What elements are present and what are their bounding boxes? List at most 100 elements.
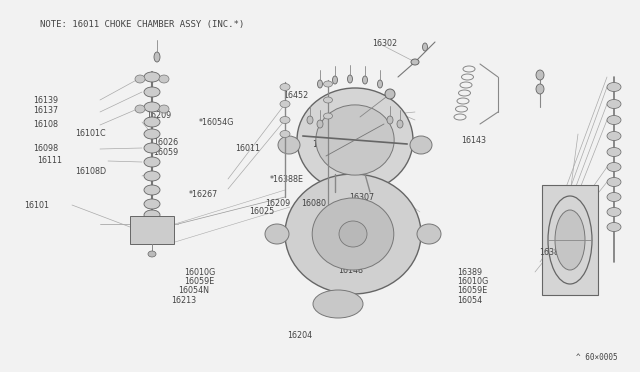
- Text: 16389: 16389: [458, 268, 483, 277]
- Text: 16108D: 16108D: [76, 167, 107, 176]
- Ellipse shape: [339, 221, 367, 247]
- Ellipse shape: [144, 171, 160, 181]
- Text: 16098: 16098: [33, 144, 58, 153]
- Ellipse shape: [148, 251, 156, 257]
- Text: 16010G: 16010G: [458, 278, 489, 286]
- Text: 16143: 16143: [461, 136, 486, 145]
- Ellipse shape: [313, 290, 363, 318]
- Ellipse shape: [144, 129, 160, 139]
- Text: 16054N: 16054N: [178, 286, 209, 295]
- Text: 16160N: 16160N: [312, 140, 342, 149]
- Ellipse shape: [316, 105, 394, 175]
- Ellipse shape: [548, 196, 592, 284]
- Bar: [542, 185, 598, 295]
- Ellipse shape: [607, 163, 621, 171]
- Ellipse shape: [144, 210, 160, 220]
- Ellipse shape: [607, 99, 621, 109]
- Ellipse shape: [323, 97, 333, 103]
- Ellipse shape: [280, 100, 290, 108]
- Text: 16160: 16160: [318, 130, 343, 139]
- Text: *16267: *16267: [189, 190, 218, 199]
- Ellipse shape: [144, 199, 160, 209]
- Ellipse shape: [607, 83, 621, 92]
- Text: 16213: 16213: [172, 296, 196, 305]
- Ellipse shape: [555, 210, 585, 270]
- Text: 16148: 16148: [338, 266, 363, 275]
- Text: 16010G: 16010G: [184, 268, 216, 277]
- Text: 16080: 16080: [301, 199, 326, 208]
- Ellipse shape: [607, 115, 621, 125]
- Ellipse shape: [280, 131, 290, 138]
- Text: *16054G: *16054G: [198, 118, 234, 126]
- Bar: [130, 216, 174, 244]
- Ellipse shape: [323, 113, 333, 119]
- Ellipse shape: [144, 72, 160, 82]
- Ellipse shape: [154, 52, 160, 62]
- Ellipse shape: [607, 208, 621, 217]
- Text: 16101: 16101: [24, 201, 49, 210]
- Ellipse shape: [297, 88, 413, 192]
- Ellipse shape: [144, 87, 160, 97]
- Text: 16059E: 16059E: [458, 286, 488, 295]
- Text: 16011: 16011: [236, 144, 260, 153]
- Ellipse shape: [348, 75, 353, 83]
- Text: 16059E: 16059E: [184, 278, 214, 286]
- Ellipse shape: [411, 59, 419, 65]
- Text: 16209: 16209: [266, 199, 291, 208]
- Text: 16389H: 16389H: [539, 248, 570, 257]
- Text: 16026: 16026: [154, 138, 179, 147]
- Ellipse shape: [144, 117, 160, 127]
- Ellipse shape: [317, 80, 323, 88]
- Ellipse shape: [607, 177, 621, 186]
- Ellipse shape: [410, 136, 432, 154]
- Ellipse shape: [280, 83, 290, 90]
- Ellipse shape: [144, 143, 160, 153]
- Text: 16307: 16307: [349, 193, 374, 202]
- Ellipse shape: [144, 157, 160, 167]
- Ellipse shape: [536, 70, 544, 80]
- Ellipse shape: [385, 89, 395, 99]
- Ellipse shape: [607, 148, 621, 157]
- Ellipse shape: [280, 116, 290, 124]
- Ellipse shape: [323, 81, 333, 87]
- Ellipse shape: [378, 80, 383, 88]
- Text: 16025: 16025: [250, 207, 275, 216]
- Text: 16154: 16154: [347, 218, 372, 227]
- Ellipse shape: [278, 136, 300, 154]
- Ellipse shape: [144, 185, 160, 195]
- Text: 16054: 16054: [458, 296, 483, 305]
- Text: 16059: 16059: [154, 148, 179, 157]
- Text: 16137: 16137: [33, 106, 58, 115]
- Ellipse shape: [307, 116, 313, 124]
- Ellipse shape: [135, 105, 145, 113]
- Ellipse shape: [422, 43, 428, 51]
- Ellipse shape: [607, 131, 621, 141]
- Ellipse shape: [417, 224, 441, 244]
- Text: 16452: 16452: [284, 92, 308, 100]
- Text: 16111: 16111: [37, 156, 62, 165]
- Ellipse shape: [387, 116, 393, 124]
- Text: *16388E: *16388E: [270, 175, 304, 184]
- Text: 16139: 16139: [33, 96, 58, 105]
- Ellipse shape: [159, 75, 169, 83]
- Ellipse shape: [135, 75, 145, 83]
- Text: 16071J: 16071J: [352, 229, 380, 238]
- Text: 16204: 16204: [287, 331, 312, 340]
- Ellipse shape: [536, 84, 544, 94]
- Ellipse shape: [312, 198, 394, 270]
- Text: ^ 60×0005: ^ 60×0005: [577, 353, 618, 362]
- Text: 16151: 16151: [339, 257, 364, 266]
- Ellipse shape: [159, 105, 169, 113]
- Text: 16108: 16108: [33, 120, 58, 129]
- Ellipse shape: [285, 174, 421, 294]
- Ellipse shape: [317, 120, 323, 128]
- Text: 16101C: 16101C: [76, 129, 106, 138]
- Ellipse shape: [607, 192, 621, 202]
- Ellipse shape: [607, 222, 621, 231]
- Text: 16209: 16209: [146, 111, 171, 120]
- Ellipse shape: [397, 120, 403, 128]
- Ellipse shape: [144, 102, 160, 112]
- Ellipse shape: [362, 76, 367, 84]
- Ellipse shape: [265, 224, 289, 244]
- Ellipse shape: [333, 76, 337, 84]
